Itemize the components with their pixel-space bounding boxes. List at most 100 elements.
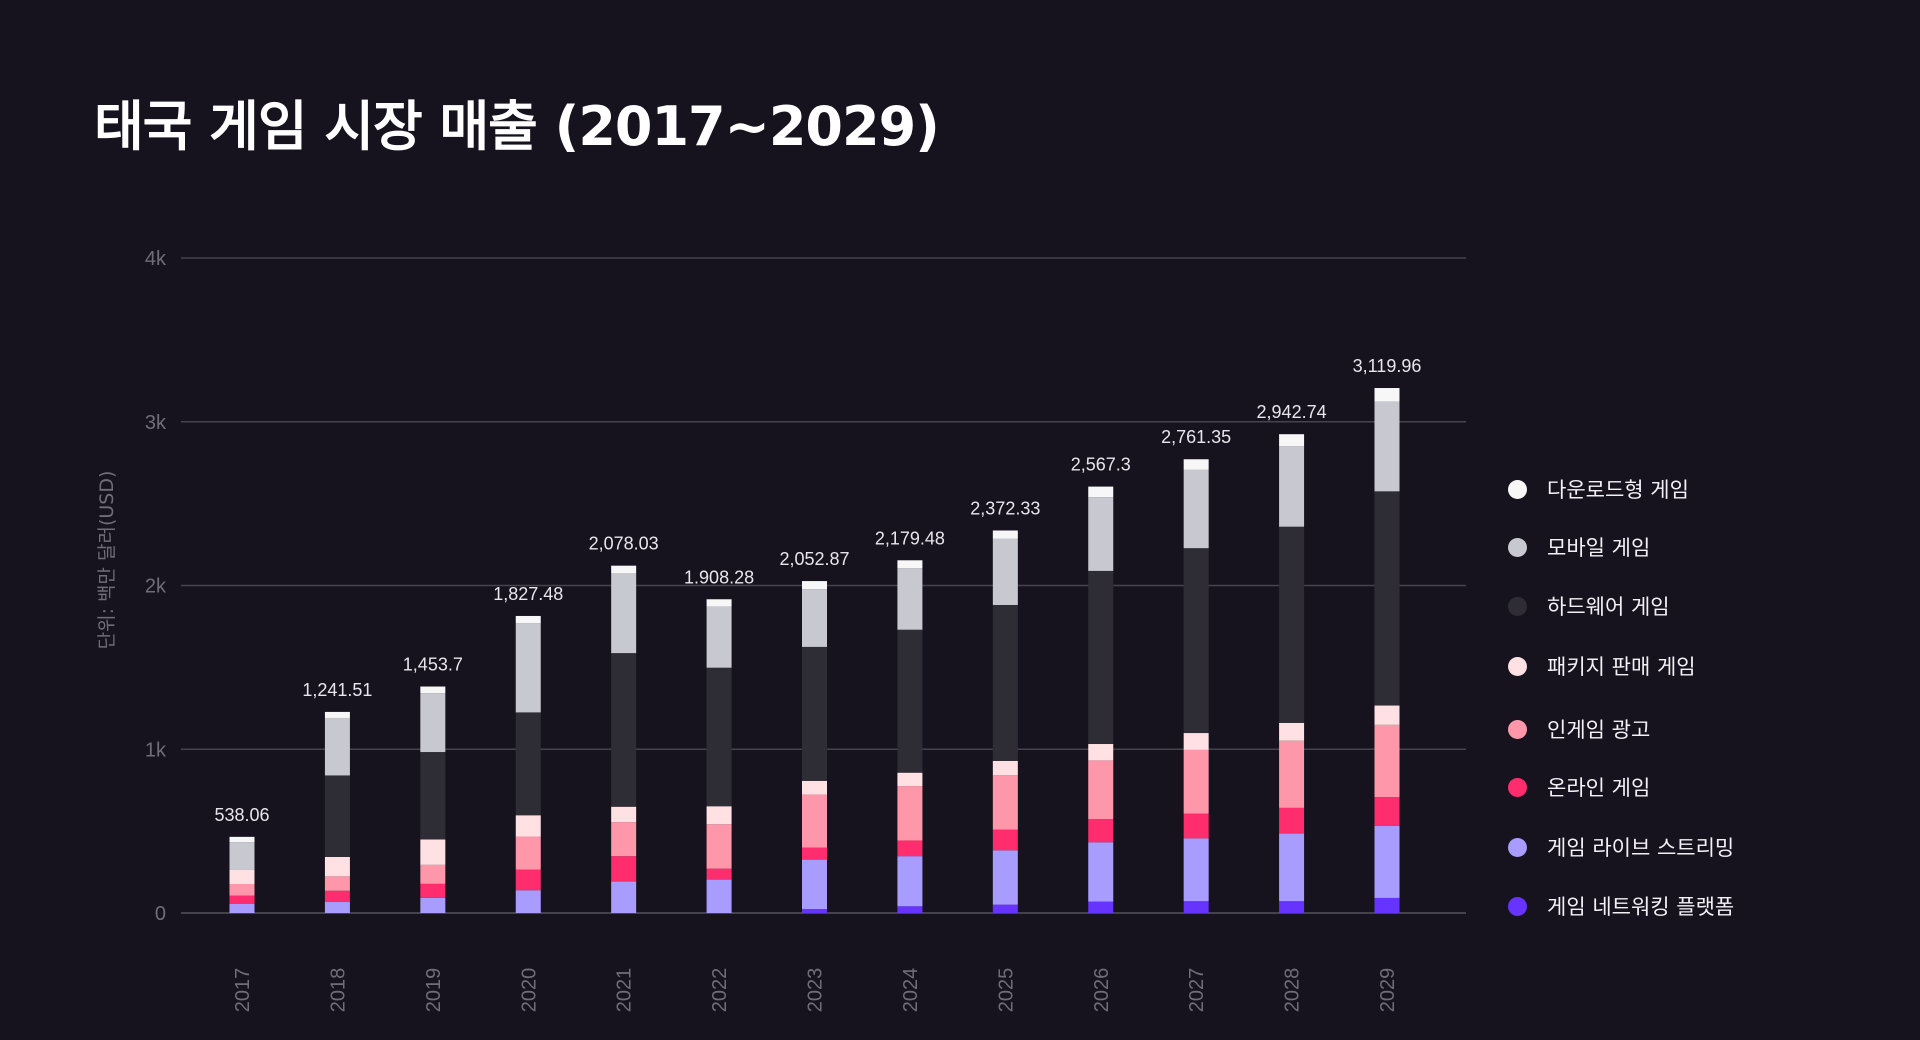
bar-segment (420, 864, 446, 884)
legend-dot-icon (1508, 537, 1527, 557)
bar-segment (706, 879, 732, 913)
bar-segment (802, 589, 827, 647)
bar-segment (706, 606, 732, 668)
bar-segment (1088, 760, 1114, 820)
bar-segment (324, 711, 350, 718)
bar-segment (515, 836, 541, 870)
legend-item[interactable]: 온라인 게임 (1508, 772, 1650, 802)
legend-dot-icon (1508, 896, 1527, 916)
bar-segment (897, 772, 923, 787)
total-label: 1,827.48 (493, 584, 563, 604)
bar-segment (1279, 526, 1305, 723)
bar-segment (1183, 459, 1209, 470)
bar-segment (420, 839, 446, 865)
bar-segment (611, 856, 637, 882)
bar-segment (802, 780, 827, 795)
bar-segment (229, 869, 255, 885)
legend-item[interactable]: 하드웨어 게임 (1508, 591, 1670, 621)
legend-label: 인게임 광고 (1547, 718, 1651, 742)
legend-item[interactable]: 인게임 광고 (1508, 714, 1650, 744)
bar-segment (1279, 446, 1305, 527)
bar-segment (1279, 807, 1305, 834)
legend-label: 모바일 게임 (1547, 536, 1651, 560)
bar-segment (897, 560, 923, 569)
x-tick-label: 2020 (518, 968, 540, 1013)
bar-segment (515, 712, 541, 816)
legend-dot-icon (1508, 479, 1527, 499)
bar-segment (706, 667, 732, 807)
legend-label: 게임 네트워킹 플랫폼 (1547, 895, 1735, 919)
x-tick-label: 2019 (423, 968, 445, 1013)
x-tick-label: 2017 (232, 968, 254, 1013)
bar-segment (706, 806, 732, 825)
y-tick-label: 0 (155, 903, 166, 925)
bar-segment (515, 815, 541, 837)
bar-segment (802, 794, 827, 848)
y-tick-label: 3k (145, 412, 167, 434)
bar-segment (802, 847, 827, 860)
legend-label: 패키지 판매 게임 (1547, 655, 1696, 679)
bar-segment (1374, 491, 1400, 706)
legend-dot-icon (1508, 777, 1527, 797)
legend-dot-icon (1508, 596, 1527, 616)
bar-segment (324, 902, 350, 913)
legend-label: 게임 라이브 스트리밍 (1547, 836, 1735, 860)
bar-segment (1279, 833, 1305, 902)
x-tick-label: 2022 (709, 968, 731, 1013)
legend-item[interactable]: 게임 라이브 스트리밍 (1508, 832, 1734, 862)
bar-segment (897, 568, 923, 630)
bar-segment (1183, 548, 1209, 734)
x-tick-label: 2023 (805, 968, 827, 1013)
legend-label: 하드웨어 게임 (1547, 595, 1670, 619)
bar-segment (420, 883, 446, 898)
bar-segment (420, 752, 446, 840)
bar-segment (992, 850, 1018, 905)
bar-segment (1374, 401, 1400, 492)
total-label: 2,942.74 (1257, 402, 1327, 422)
bar-segment (992, 604, 1018, 761)
bar-segment (515, 890, 541, 913)
legend-item[interactable]: 모바일 게임 (1508, 532, 1650, 562)
bar-segment (1183, 901, 1209, 913)
legend-item[interactable]: 다운로드형 게임 (1508, 474, 1689, 504)
total-label: 3,119.96 (1353, 356, 1422, 376)
bar-segment (324, 717, 350, 776)
total-label: 1,241.51 (302, 680, 372, 700)
total-label: 2,372.33 (970, 498, 1040, 518)
bar-segment (992, 538, 1018, 605)
bar-segment (897, 906, 923, 913)
bar-segment (229, 884, 255, 896)
bar-segment (1088, 901, 1114, 913)
bar-segment (1088, 842, 1114, 902)
bar-segment (992, 904, 1018, 913)
bar-segment (1088, 486, 1114, 498)
bar-segment (1183, 469, 1209, 549)
bar-segment (706, 824, 732, 869)
total-label: 1.908.28 (684, 567, 754, 587)
bar-segment (706, 868, 732, 880)
bar-segment (420, 897, 446, 913)
bar-segment (324, 856, 350, 877)
bar-segment (1374, 797, 1400, 826)
bar-segment (897, 629, 923, 773)
bar-segment (992, 829, 1018, 851)
bar-segment (611, 565, 637, 574)
bar-segment (992, 530, 1018, 539)
x-tick-label: 2028 (1282, 968, 1304, 1013)
legend-item[interactable]: 게임 네트워킹 플랫폼 (1508, 891, 1734, 921)
legend-item[interactable]: 패키지 판매 게임 (1508, 651, 1696, 681)
bar-segment (1374, 705, 1400, 725)
legend-dot-icon (1508, 837, 1527, 857)
x-tick-label: 2025 (995, 968, 1017, 1013)
bar-segment (515, 623, 541, 713)
legend-dot-icon (1508, 656, 1527, 676)
bar-segment (1374, 897, 1400, 913)
bar-segment (1088, 497, 1114, 571)
legend-label: 다운로드형 게임 (1547, 478, 1689, 502)
bar-segment (992, 760, 1018, 776)
legend-dot-icon (1508, 719, 1527, 739)
bar-segment (229, 903, 255, 913)
bar-segment (992, 775, 1018, 830)
y-tick-label: 2k (145, 576, 167, 598)
